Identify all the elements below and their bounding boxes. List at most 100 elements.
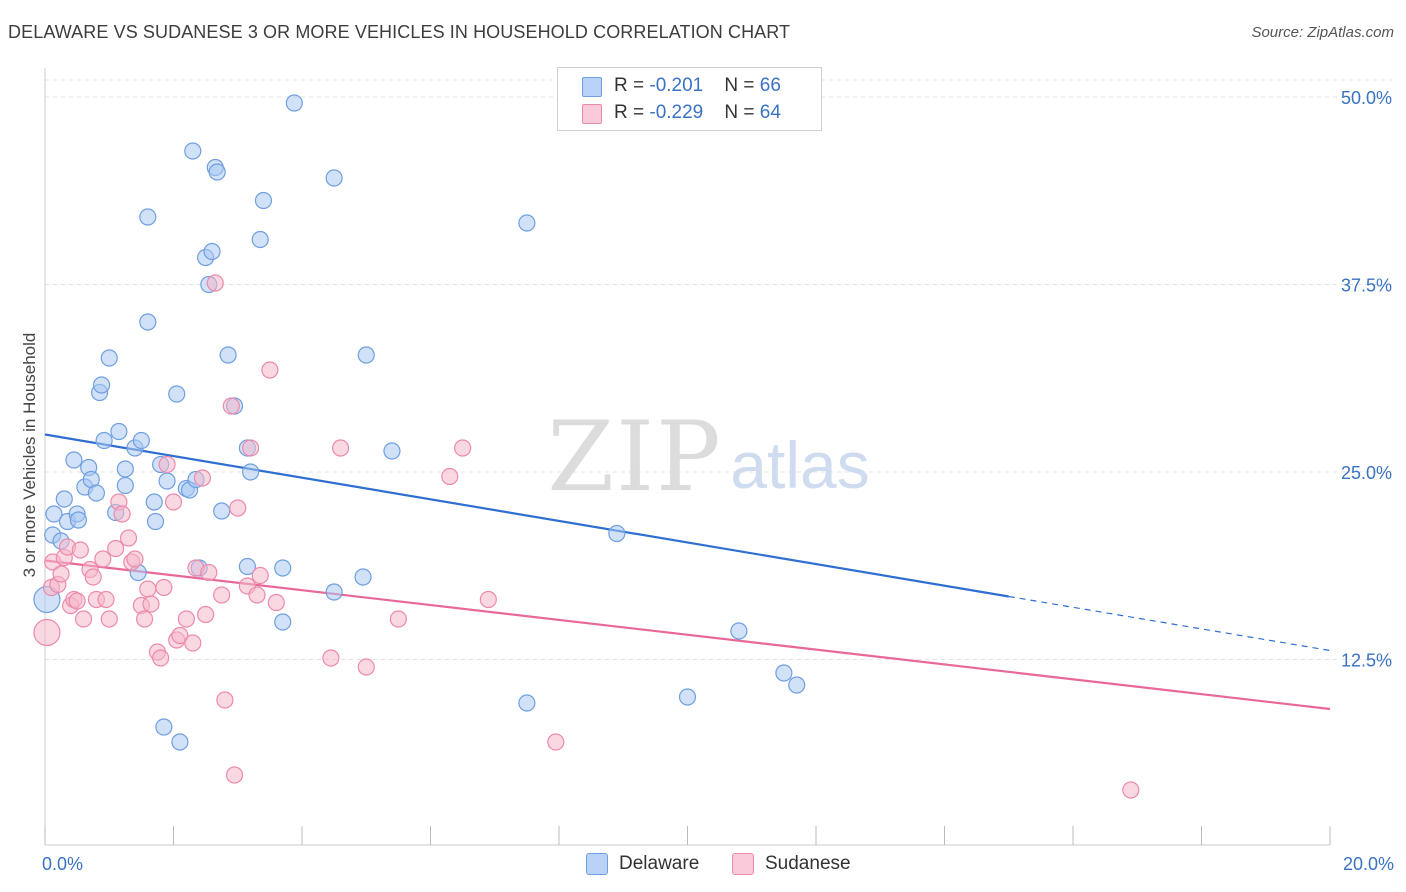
delaware-legend-label: Delaware xyxy=(619,853,700,874)
delaware-point xyxy=(87,484,106,502)
delaware-point xyxy=(155,718,173,736)
delaware-point xyxy=(242,463,260,481)
r-label: R = xyxy=(614,102,650,123)
sudanese-point xyxy=(155,578,173,597)
delaware-point xyxy=(325,583,343,601)
delaware-point xyxy=(354,568,372,586)
delaware-point xyxy=(788,676,806,694)
sudanese-point xyxy=(68,592,86,610)
delaware-point xyxy=(116,460,134,478)
delaware-point xyxy=(45,505,63,523)
delaware-point xyxy=(325,169,343,187)
source-credit: Source: ZipAtlas.com xyxy=(1251,24,1394,41)
sudanese-point xyxy=(139,580,157,598)
watermark: ZIP atlas xyxy=(547,401,869,513)
sudanese-point xyxy=(97,590,115,609)
delaware-point xyxy=(208,163,226,181)
sudanese-point xyxy=(107,539,125,558)
chart-title: DELAWARE VS SUDANESE 3 OR MORE VEHICLES … xyxy=(8,22,791,42)
delaware-point xyxy=(158,472,176,490)
watermark-zip: ZIP xyxy=(547,401,722,513)
sudanese-point xyxy=(193,469,212,487)
delaware-point xyxy=(518,694,536,712)
sudanese-point xyxy=(197,605,215,624)
sudanese-point xyxy=(152,649,170,667)
sudanese-point xyxy=(389,610,407,628)
watermark-atlas: atlas xyxy=(730,428,869,502)
n-label: N = xyxy=(724,102,760,123)
delaware-swatch xyxy=(582,77,602,97)
sudanese-point xyxy=(479,590,497,609)
delaware-point xyxy=(775,664,793,682)
delaware-point xyxy=(608,524,626,543)
delaware-point xyxy=(55,490,73,508)
sudanese-point xyxy=(357,658,375,676)
sudanese-point xyxy=(331,439,350,457)
sudanese-point xyxy=(52,565,70,583)
delaware-point xyxy=(678,688,697,706)
delaware-point xyxy=(92,376,111,394)
x-tick-label: 0.0% xyxy=(42,854,83,874)
n-label: N = xyxy=(724,75,760,96)
sudanese-point xyxy=(119,529,138,547)
delaware-point xyxy=(110,422,128,441)
x-tick-label: 20.0% xyxy=(1343,854,1394,874)
sudanese-point xyxy=(454,439,472,457)
y-tick-label: 37.5% xyxy=(1341,276,1392,296)
delaware-point xyxy=(95,431,113,450)
sudanese-point xyxy=(229,499,247,517)
sudanese-point xyxy=(94,550,112,568)
sudanese-point xyxy=(71,541,89,559)
sudanese-point xyxy=(200,563,218,582)
sudanese-point xyxy=(225,766,244,784)
n-value: 66 xyxy=(759,75,781,96)
sudanese-point xyxy=(177,610,195,628)
sudanese-point xyxy=(84,568,102,586)
sudanese-point xyxy=(184,634,202,652)
delaware-trend-line xyxy=(44,433,1009,598)
delaware-point xyxy=(69,511,88,529)
delaware-point xyxy=(132,431,150,450)
n-value: 64 xyxy=(759,102,781,123)
sudanese-point xyxy=(158,455,176,474)
delaware-point xyxy=(116,476,134,495)
delaware-point xyxy=(383,442,401,460)
tick-labels: 12.5% 25.0% 37.5% 50.0% 0.0% 20.0% xyxy=(42,88,1394,874)
delaware-point xyxy=(274,613,292,631)
delaware-point xyxy=(285,94,303,112)
delaware-point xyxy=(146,512,165,531)
axes xyxy=(44,68,1331,846)
delaware-point xyxy=(145,493,163,511)
sudanese-point xyxy=(213,586,231,604)
sudanese-point xyxy=(1122,781,1140,799)
sudanese-point xyxy=(547,733,565,751)
delaware-point xyxy=(357,346,375,364)
sudanese-point xyxy=(322,649,340,667)
sudanese-point xyxy=(126,550,144,568)
sudanese-point xyxy=(242,439,260,457)
sudanese-point xyxy=(216,691,234,709)
sudanese-point xyxy=(171,626,189,645)
delaware-point xyxy=(238,557,256,576)
delaware-point xyxy=(219,346,237,364)
delaware-point xyxy=(213,502,231,520)
delaware-point xyxy=(139,313,157,331)
r-value: -0.229 xyxy=(649,102,704,123)
delaware-point xyxy=(184,142,202,160)
delaware-point xyxy=(518,214,536,232)
delaware-point xyxy=(203,242,221,261)
trend-lines xyxy=(44,433,1331,711)
sudanese-legend-label: Sudanese xyxy=(765,853,851,874)
delaware-point xyxy=(171,733,189,751)
sudanese-point xyxy=(222,397,240,415)
sudanese-trend-line xyxy=(44,559,1331,711)
delaware-trend-extension xyxy=(1008,595,1331,652)
delaware-point xyxy=(274,559,292,577)
sudanese-point xyxy=(248,586,266,604)
delaware-point xyxy=(100,349,118,367)
y-tick-label: 25.0% xyxy=(1341,463,1392,483)
y-tick-label: 12.5% xyxy=(1341,651,1392,671)
sudanese-point xyxy=(441,467,459,486)
delaware-point xyxy=(168,385,186,403)
